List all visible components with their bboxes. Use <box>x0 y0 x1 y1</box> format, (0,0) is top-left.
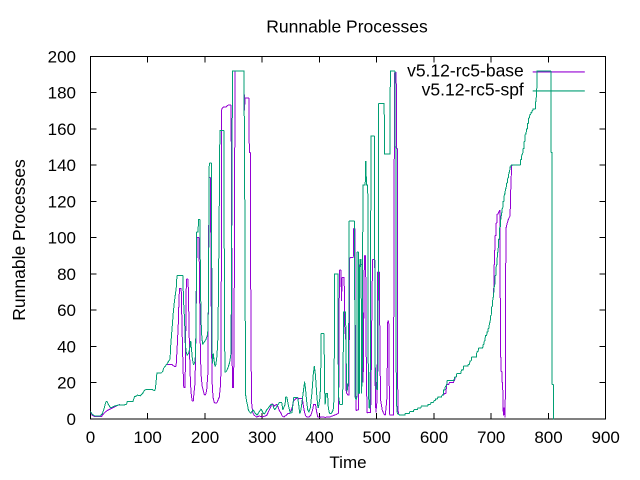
svg-text:Runnable Processes: Runnable Processes <box>266 17 428 37</box>
svg-text:100: 100 <box>134 428 162 447</box>
svg-text:Runnable Processes: Runnable Processes <box>9 159 29 321</box>
svg-text:300: 300 <box>248 428 276 447</box>
svg-text:0: 0 <box>86 428 95 447</box>
svg-text:0: 0 <box>67 410 76 429</box>
svg-text:180: 180 <box>48 84 76 103</box>
svg-text:20: 20 <box>57 374 76 393</box>
svg-text:60: 60 <box>57 301 76 320</box>
svg-text:80: 80 <box>57 265 76 284</box>
svg-text:100: 100 <box>48 229 76 248</box>
svg-text:v5.12-rc5-base: v5.12-rc5-base <box>407 60 524 80</box>
svg-text:900: 900 <box>592 428 620 447</box>
svg-text:v5.12-rc5-spf: v5.12-rc5-spf <box>422 79 524 99</box>
svg-text:Time: Time <box>329 453 366 472</box>
svg-text:40: 40 <box>57 337 76 356</box>
svg-text:700: 700 <box>477 428 505 447</box>
svg-text:200: 200 <box>191 428 219 447</box>
svg-text:140: 140 <box>48 156 76 175</box>
svg-text:600: 600 <box>420 428 448 447</box>
svg-text:160: 160 <box>48 120 76 139</box>
svg-text:800: 800 <box>534 428 562 447</box>
svg-text:120: 120 <box>48 192 76 211</box>
svg-text:400: 400 <box>305 428 333 447</box>
svg-text:200: 200 <box>48 47 76 66</box>
svg-text:500: 500 <box>363 428 391 447</box>
